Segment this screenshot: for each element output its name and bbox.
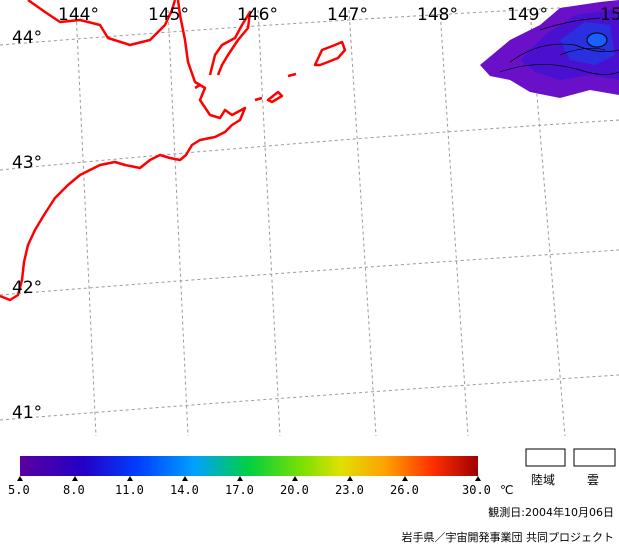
colorbar-tick-11: 11.0 (115, 483, 144, 497)
land-swatch (525, 448, 566, 467)
lat-label-44: 44° (12, 28, 42, 48)
colorbar-tick-17: 17.0 (225, 483, 254, 497)
graticule (0, 4, 619, 437)
colorbar-tick-30: 30.0 (462, 483, 491, 497)
colorbar-tick-23: 23.0 (335, 483, 364, 497)
colorbar: 5.0 8.0 11.0 14.0 17.0 20.0 23.0 26.0 30… (8, 456, 513, 497)
lon-label-146: 146° (237, 5, 278, 25)
lat-label-41: 41° (12, 403, 42, 423)
lon-label-149: 149° (507, 5, 548, 25)
observation-date: 観測日:2004年10月06日 (488, 505, 614, 519)
lon-label-147: 147° (327, 5, 368, 25)
lat-label-42: 42° (12, 278, 42, 298)
coastline (0, 0, 347, 302)
colorbar-unit: ℃ (500, 483, 513, 497)
lon-label-148: 148° (417, 5, 458, 25)
lon-label-145: 145° (148, 5, 189, 25)
colorbar-tick-14: 14.0 (170, 483, 199, 497)
longitude-labels: 144° 145° 146° 147° 148° 149° 15 (58, 5, 619, 25)
land-label: 陸域 (531, 473, 555, 487)
lat-label-43: 43° (12, 153, 42, 173)
cloud-label: 雲 (587, 473, 599, 487)
sst-patch (480, 0, 619, 98)
colorbar-gradient (20, 456, 478, 476)
cloud-swatch (573, 448, 616, 467)
lon-label-150: 15 (600, 5, 619, 25)
credit-text: 岩手県／宇宙開発事業団 共同プロジェクト (402, 530, 615, 544)
colorbar-tick-26: 26.0 (390, 483, 419, 497)
latitude-labels: 44° 43° 42° 41° (12, 28, 42, 423)
lon-label-144: 144° (58, 5, 99, 25)
legend: 陸域 雲 (525, 448, 616, 487)
colorbar-tick-20: 20.0 (280, 483, 309, 497)
colorbar-tick-5: 5.0 (8, 483, 30, 497)
colorbar-tick-8: 8.0 (63, 483, 85, 497)
